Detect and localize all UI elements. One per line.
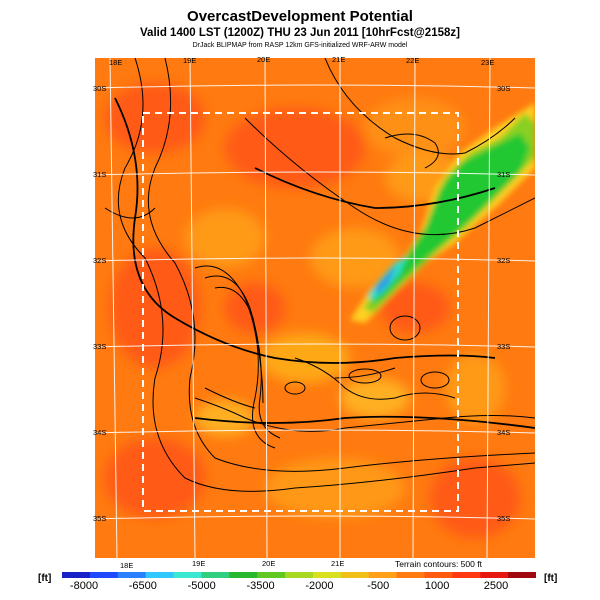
lat-label-left: 35S [93, 514, 107, 523]
colorbar-segment [62, 572, 91, 578]
colorbar-tick-label: -3500 [246, 580, 275, 592]
terrain-contours [104, 58, 535, 492]
colorbar-segment [173, 572, 202, 578]
forecast-map [95, 58, 535, 558]
colorbar-tick-label: -500 [367, 580, 390, 592]
lon-label-bottom: 21E [331, 559, 345, 568]
cloud-risk-band [350, 103, 535, 323]
lat-label-left: 32S [93, 256, 107, 265]
terrain-contour-note: Terrain contours: 500 ft [395, 559, 482, 569]
lon-label-top: 18E [109, 58, 123, 67]
model-source-line: DrJack BLIPMAP from RASP 12km GFS-initia… [192, 42, 408, 49]
lat-label-right: 35S [497, 514, 511, 523]
colorbar-segment [229, 572, 258, 578]
lat-label-right: 32S [497, 256, 511, 265]
lat-label-left: 34S [93, 428, 107, 437]
inner-domain-box [142, 112, 459, 512]
valid-time-subtitle: Valid 1400 LST (1200Z) THU 23 Jun 2011 [… [140, 27, 460, 39]
colorbar-tick-label: -2000 [305, 580, 334, 592]
lat-label-right: 30S [497, 84, 511, 93]
lon-label-bottom: 19E [192, 559, 206, 568]
lon-label-bottom: 18E [120, 561, 134, 570]
colorbar-segment [340, 572, 370, 578]
colorbar-tick-label: -5000 [187, 580, 216, 592]
lat-label-right: 33S [497, 342, 511, 351]
lon-label-top: 20E [257, 55, 271, 64]
lat-label-left: 33S [93, 342, 107, 351]
lat-lon-grid [95, 58, 535, 558]
colorbar-tick-label: 2500 [483, 580, 509, 592]
colorbar-segment [89, 572, 119, 578]
colorbar-segment [257, 572, 286, 578]
lat-label-left: 31S [93, 170, 107, 179]
lat-label-left: 30S [93, 84, 107, 93]
colorbar-segment [452, 572, 481, 578]
colorbar-tick-label: -8000 [69, 580, 99, 592]
colorbar-tick-label: 1000 [424, 580, 450, 592]
colorbar-segment [480, 572, 509, 578]
colorbar-segment [368, 572, 398, 578]
colorbar-unit-right: [ft] [544, 573, 558, 584]
lon-label-top: 22E [406, 56, 420, 65]
colorbar-segment [312, 572, 342, 578]
colorbar-segment [201, 572, 230, 578]
lon-label-bottom: 20E [262, 559, 276, 568]
colorbar [62, 572, 536, 578]
colorbar-segment [285, 572, 314, 578]
lon-label-top: 21E [332, 55, 346, 64]
colorbar-segment [508, 572, 536, 578]
colorbar-unit-left: [ft] [38, 573, 52, 584]
lat-label-right: 31S [497, 170, 511, 179]
chart-title: OvercastDevelopment Potential [187, 8, 413, 25]
colorbar-segment [145, 572, 175, 578]
colorbar-segment [424, 572, 453, 578]
lon-label-top: 19E [183, 56, 197, 65]
lon-label-top: 23E [481, 58, 495, 67]
colorbar-tick-label: -6500 [128, 580, 157, 592]
colorbar-segment [117, 572, 147, 578]
lat-label-right: 34S [497, 428, 511, 437]
colorbar-segment [396, 572, 425, 578]
